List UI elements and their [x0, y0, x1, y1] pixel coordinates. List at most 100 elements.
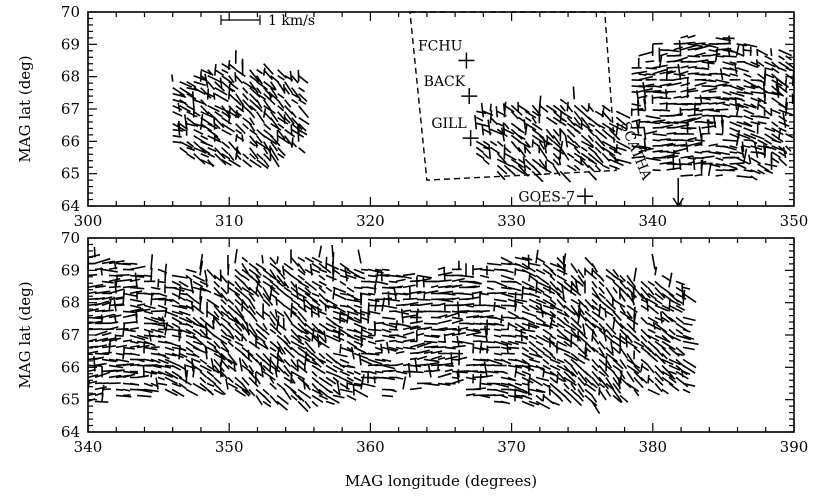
- vector-arrow: [430, 355, 443, 361]
- vector-arrow: [150, 370, 163, 375]
- vector-arrow: [108, 358, 118, 362]
- vector-arrow: [374, 321, 385, 325]
- vector-arrow: [108, 299, 112, 312]
- vector-arrow: [206, 268, 217, 280]
- vector-arrow: [311, 280, 323, 288]
- vector-arrow: [164, 297, 167, 306]
- vector-arrow: [722, 163, 738, 170]
- vector-arrow: [134, 272, 138, 288]
- vector-arrow: [192, 298, 200, 305]
- vector-arrow: [367, 310, 381, 315]
- vector-arrow: [489, 146, 501, 155]
- vector-arrow: [409, 370, 424, 374]
- vector-arrow: [248, 286, 260, 298]
- vector-arrow: [248, 340, 261, 350]
- vector-arrow: [535, 280, 538, 294]
- vector-arrow: [311, 394, 324, 403]
- vector-arrow: [538, 104, 549, 113]
- vector-arrow: [276, 274, 287, 287]
- vector-arrow: [87, 350, 99, 355]
- vector-arrow: [514, 267, 517, 276]
- vector-arrow: [626, 316, 639, 326]
- vector-arrow: [291, 75, 299, 84]
- vector-arrow: [290, 340, 306, 350]
- vector-arrow: [661, 376, 674, 386]
- vector-arrow: [577, 301, 581, 318]
- vector-arrow: [665, 67, 669, 80]
- vector-arrow: [332, 267, 335, 282]
- vector-arrow: [770, 108, 773, 116]
- vector-arrow: [248, 268, 261, 279]
- vector-arrow: [493, 382, 510, 388]
- vector-arrow: [178, 286, 195, 293]
- vector-arrow: [465, 304, 474, 308]
- vector-arrow: [283, 340, 293, 351]
- vector-arrow: [325, 376, 337, 385]
- vector-arrow: [640, 328, 652, 340]
- vector-arrow: [664, 89, 668, 98]
- vector-arrow: [645, 115, 661, 120]
- vector-arrow: [645, 130, 658, 135]
- vector-arrow: [235, 123, 246, 135]
- vector-arrow: [743, 43, 758, 48]
- x-tick-label: 360: [356, 438, 385, 456]
- station-label: GILL: [431, 116, 466, 132]
- vector-arrow: [93, 356, 96, 372]
- vector-arrow: [527, 254, 530, 270]
- vector-arrow: [514, 280, 522, 286]
- vector-arrow: [591, 364, 598, 372]
- vector-arrow: [591, 310, 605, 321]
- vector-arrow: [227, 376, 234, 384]
- bottom-plot-frame: [87, 237, 795, 433]
- vector-arrow: [178, 332, 182, 342]
- vector-arrow: [673, 147, 689, 153]
- vector-arrow: [255, 394, 263, 406]
- vector-arrow: [298, 105, 310, 119]
- vector-arrow: [570, 340, 579, 348]
- vector-arrow: [402, 338, 416, 343]
- vector-arrow: [353, 316, 362, 323]
- vector-arrow: [659, 142, 674, 147]
- vector-arrow: [514, 370, 526, 377]
- vector-arrow: [619, 370, 623, 384]
- vector-arrow: [535, 322, 549, 328]
- vector-arrow: [206, 382, 215, 388]
- y-tick-label: 67: [61, 100, 80, 118]
- vector-arrow: [598, 364, 610, 378]
- vector-arrow: [276, 346, 281, 360]
- vector-arrow: [549, 280, 559, 291]
- vector-arrow: [409, 342, 425, 349]
- vector-arrow: [113, 314, 117, 324]
- vector-arrow: [255, 280, 260, 294]
- vector-arrow: [290, 358, 298, 368]
- vector-arrow: [715, 169, 723, 172]
- vector-arrow: [297, 352, 311, 362]
- vector-arrow: [276, 280, 285, 288]
- vector-arrow: [528, 304, 539, 311]
- vector-arrow: [101, 351, 112, 355]
- y-tick-label: 68: [61, 68, 80, 86]
- vector-arrow: [535, 400, 551, 410]
- vector-arrow: [685, 141, 689, 153]
- vector-arrow: [548, 384, 551, 396]
- vector-arrow: [179, 105, 191, 113]
- vector-arrow: [722, 55, 737, 58]
- vector-arrow: [472, 346, 485, 351]
- vector-arrow: [381, 297, 386, 312]
- vector-arrow: [276, 394, 289, 405]
- vector-arrow: [451, 316, 463, 320]
- vector-arrow: [694, 173, 703, 177]
- vector-arrow: [479, 310, 490, 313]
- vector-arrow: [524, 146, 532, 155]
- vector-arrow: [591, 394, 598, 403]
- vector-arrow: [580, 122, 594, 133]
- vector-arrow: [318, 394, 329, 401]
- vector-arrow: [680, 155, 694, 159]
- vector-arrow: [524, 110, 537, 119]
- vector-arrow: [500, 370, 508, 375]
- vector-arrow: [570, 364, 579, 375]
- vector-arrow: [637, 118, 641, 128]
- vector-arrow: [503, 164, 516, 176]
- vector-arrow: [784, 97, 788, 110]
- vector-arrow: [612, 382, 622, 394]
